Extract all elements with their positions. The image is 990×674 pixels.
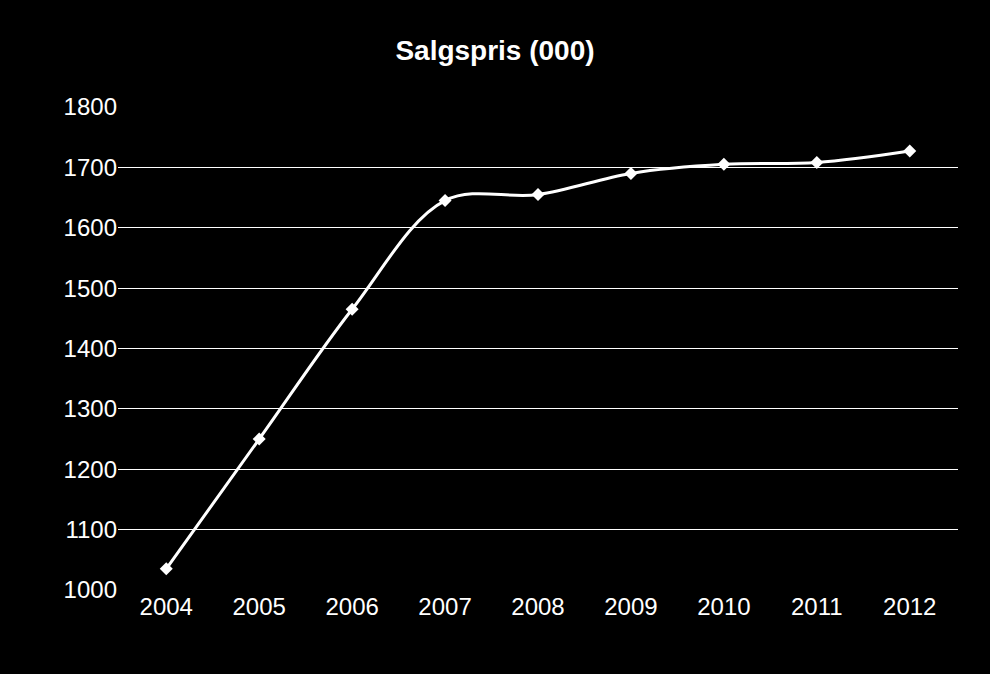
- svg-text:1400: 1400: [64, 335, 117, 362]
- svg-text:1700: 1700: [64, 154, 117, 181]
- svg-text:2008: 2008: [511, 593, 564, 620]
- svg-text:1500: 1500: [64, 275, 117, 302]
- svg-text:1300: 1300: [64, 395, 117, 422]
- svg-text:2012: 2012: [883, 593, 936, 620]
- svg-text:1100: 1100: [65, 516, 117, 543]
- svg-text:Salgspris (000): Salgspris (000): [395, 35, 594, 66]
- svg-text:1200: 1200: [64, 456, 117, 483]
- svg-text:2010: 2010: [697, 593, 750, 620]
- svg-text:1000: 1000: [64, 576, 117, 603]
- svg-text:2005: 2005: [232, 593, 285, 620]
- svg-text:2011: 2011: [791, 593, 843, 620]
- svg-text:2004: 2004: [140, 593, 193, 620]
- svg-text:2009: 2009: [604, 593, 657, 620]
- svg-text:1800: 1800: [64, 93, 117, 120]
- svg-text:2007: 2007: [418, 593, 471, 620]
- svg-text:1600: 1600: [64, 214, 117, 241]
- svg-text:2006: 2006: [325, 593, 378, 620]
